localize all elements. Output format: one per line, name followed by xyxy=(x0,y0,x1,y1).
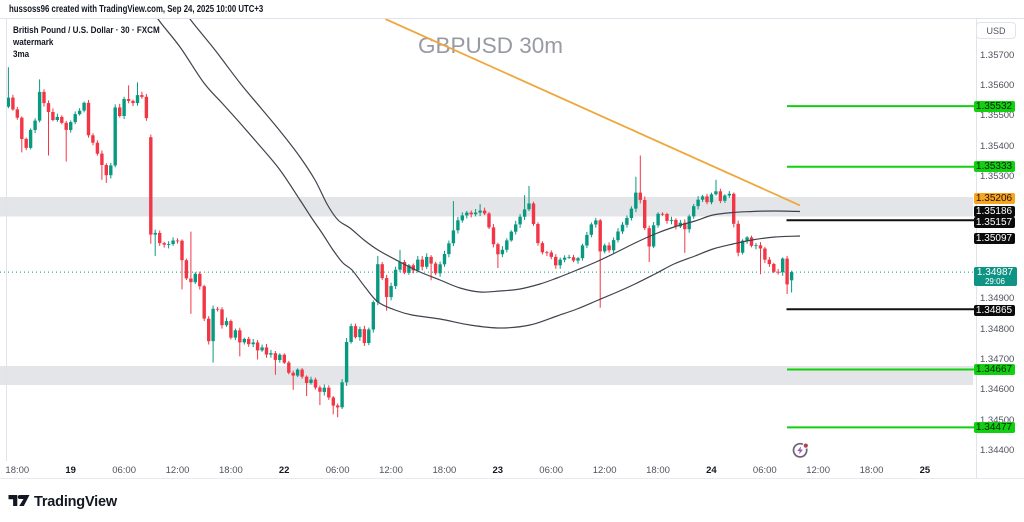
svg-text:TradingView: TradingView xyxy=(34,494,118,510)
